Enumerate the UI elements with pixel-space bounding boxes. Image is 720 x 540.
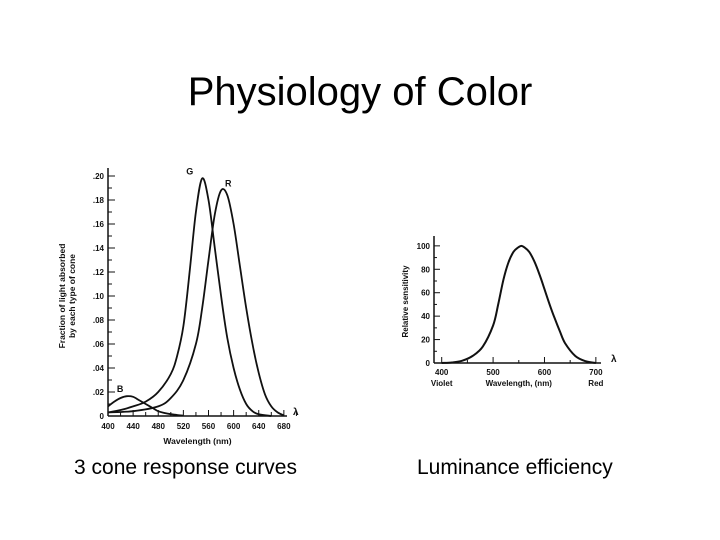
y-tick-label: .04 [93, 364, 105, 373]
x-tick-label: 440 [126, 422, 140, 431]
curve-label-B: B [117, 384, 124, 394]
curve-R [107, 188, 285, 417]
y-tick-label: 20 [421, 336, 430, 345]
y-tick-label: .08 [93, 316, 105, 325]
y-tick-label: .06 [93, 340, 105, 349]
y-tick-label: 100 [417, 242, 431, 251]
y-tick-label: .16 [93, 220, 105, 229]
y-tick-label: 80 [421, 265, 430, 274]
y-axis-label-line-1: Fraction of light absorbed [57, 244, 67, 349]
slide-title: Physiology of Color [187, 70, 533, 114]
x-tick-label: 400 [101, 422, 115, 431]
y-tick-label: .02 [93, 388, 105, 397]
axis-symbol-lambda: λ [293, 407, 299, 418]
y-tick-label: 0 [100, 412, 105, 421]
curve-B [107, 395, 184, 417]
y-tick-label: .14 [93, 244, 105, 253]
y-tick-label: .12 [93, 268, 105, 277]
x-tick-label: 480 [152, 422, 166, 431]
luminance-efficiency-chart: 0 20 40 60 80 100 400 500 600 700 Violet Red λ Wavele… [401, 236, 617, 388]
x-tick-label: 500 [486, 368, 500, 377]
y-axis-label: Relative sensitivity [401, 265, 410, 338]
x-extra-label-violet: Violet [431, 379, 453, 388]
curve-label-G: G [186, 166, 193, 176]
caption-cone-curves: 3 cone response curves [74, 456, 297, 479]
y-tick-label: .10 [93, 292, 105, 301]
curve-luminance [441, 244, 597, 364]
axis-symbol-lambda: λ [611, 354, 617, 365]
x-tick-label: 680 [277, 422, 291, 431]
y-tick-label: .20 [93, 172, 105, 181]
y-tick-label: 40 [421, 312, 430, 321]
cone-response-chart: 0 .02 .04 .06 .08 .10 .12 .14 .16 .18 .20 400 440 480… [57, 166, 299, 446]
x-extra-label-red: Red [588, 379, 603, 388]
x-tick-label: 520 [177, 422, 191, 431]
y-axis-label-line-2: by each type of cone [67, 254, 77, 338]
y-tick-label: 60 [421, 289, 430, 298]
x-tick-label: 700 [589, 368, 603, 377]
curve-G [107, 177, 272, 417]
x-axis-label: Wavelength (nm) [163, 436, 231, 446]
x-tick-label: 600 [227, 422, 241, 431]
x-tick-label: 640 [252, 422, 266, 431]
y-tick-label: 0 [426, 359, 431, 368]
x-tick-label: 400 [435, 368, 449, 377]
curve-label-R: R [225, 178, 232, 188]
x-tick-label: 560 [202, 422, 216, 431]
x-tick-label: 600 [538, 368, 552, 377]
y-tick-label: .18 [93, 196, 105, 205]
x-axis-label: Wavelength, (nm) [486, 379, 553, 388]
caption-luminance: Luminance efficiency [417, 456, 613, 479]
